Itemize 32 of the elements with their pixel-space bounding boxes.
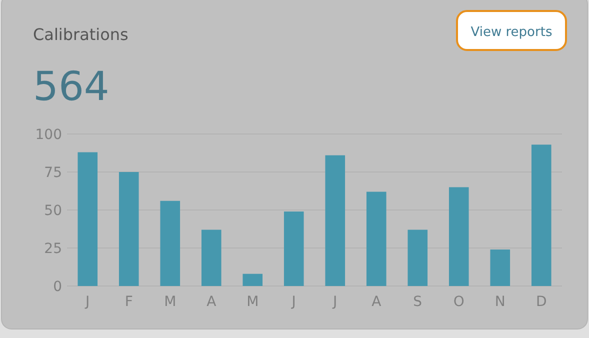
x-tick-label: A (206, 294, 217, 310)
y-tick-label: 25 (44, 241, 62, 257)
bar (448, 187, 469, 286)
y-tick-label: 75 (44, 165, 62, 181)
chart-subtitle: 564 (33, 64, 110, 110)
bar (78, 152, 98, 286)
bar (201, 230, 222, 286)
x-tick-label: O (453, 294, 464, 310)
x-tick-label: J (290, 294, 296, 310)
x-tick-label: D (536, 294, 547, 310)
x-tick-label: N (494, 294, 506, 310)
bar (325, 155, 346, 286)
x-tick-label: M (246, 294, 259, 310)
y-tick-label: 100 (35, 127, 62, 143)
x-tick-label: J (332, 294, 338, 310)
chart-title: Calibrations (33, 25, 128, 44)
x-tick-label: A (372, 294, 382, 310)
y-tick-label: 0 (53, 279, 62, 295)
x-tick-label: F (124, 294, 133, 310)
x-tick-label: M (164, 294, 176, 310)
bar (366, 192, 386, 286)
bar (118, 172, 139, 286)
bar (242, 274, 263, 286)
bar (531, 144, 552, 286)
x-tick-label: J (84, 294, 90, 310)
x-tick-label: S (413, 294, 422, 310)
bar (160, 200, 180, 286)
view-reports-button: View reports (456, 10, 567, 51)
bar (408, 230, 428, 286)
bar (490, 250, 510, 286)
bar (284, 212, 304, 286)
y-tick-label: 50 (44, 203, 62, 219)
